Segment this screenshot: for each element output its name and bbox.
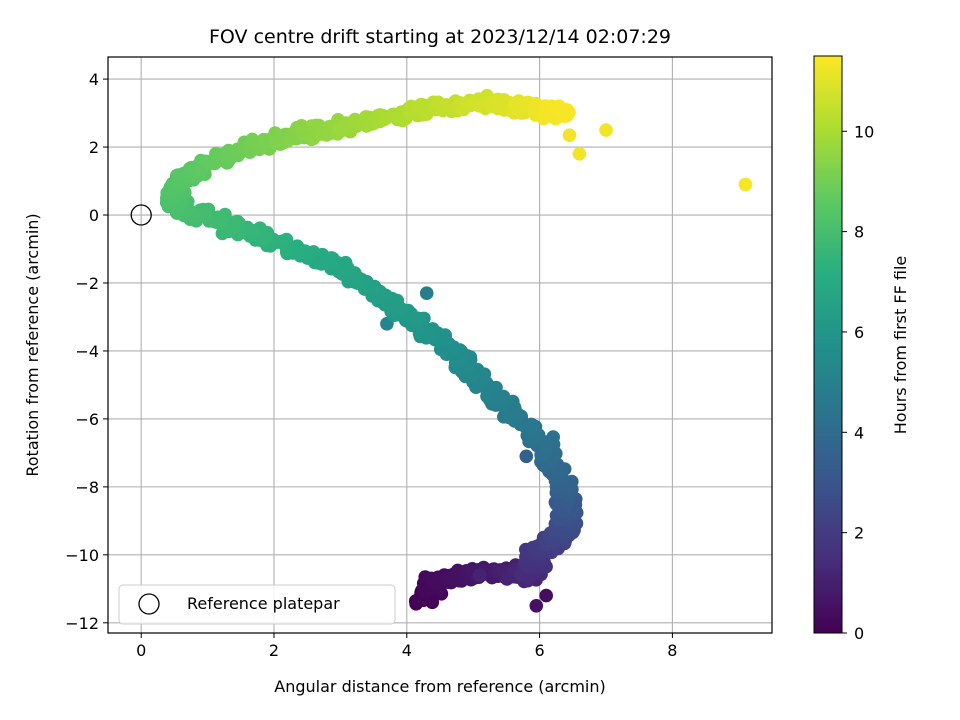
- data-point: [539, 100, 554, 114]
- y-tick-label: −2: [75, 274, 99, 293]
- legend-box: [118, 584, 396, 625]
- data-point: [294, 119, 309, 133]
- x-tick-label: 2: [269, 641, 279, 660]
- data-points: [159, 88, 753, 613]
- colorbar-tick-label: 0: [854, 624, 864, 643]
- data-point: [390, 293, 405, 308]
- colorbar: [813, 55, 843, 634]
- data-point: [529, 599, 544, 613]
- y-tick-label: −6: [75, 410, 99, 429]
- x-axis-label: Angular distance from reference (arcmin): [274, 677, 605, 696]
- legend-reference-marker: [138, 593, 160, 615]
- x-tick-label: 8: [667, 641, 677, 660]
- data-point: [419, 286, 434, 301]
- axis-ticks: 0 2 4 6 8 −12 −10 −8 −6 −4 −2 0 2 4: [65, 70, 677, 660]
- data-point: [572, 147, 587, 161]
- reference-marker-layer: [130, 204, 152, 226]
- y-tick-label: 2: [89, 138, 99, 157]
- data-point: [539, 588, 553, 603]
- data-point: [440, 98, 455, 112]
- colorbar-tick-label: 4: [854, 423, 864, 442]
- data-point: [508, 97, 523, 111]
- y-tick-label: −8: [75, 478, 99, 497]
- data-point: [562, 128, 577, 142]
- data-point: [445, 343, 460, 358]
- data-point: [738, 177, 753, 192]
- y-tick-label: −10: [65, 546, 99, 565]
- data-point: [279, 232, 294, 247]
- data-point: [424, 571, 439, 586]
- colorbar-tick-label: 6: [854, 323, 864, 342]
- data-point: [473, 568, 487, 582]
- colorbar-tick-label: 2: [854, 524, 864, 543]
- reference-platepar-marker: [130, 204, 152, 226]
- colorbar-tick-label: 10: [854, 122, 874, 141]
- y-tick-label: 0: [89, 206, 99, 225]
- x-tick-label: 4: [402, 641, 412, 660]
- data-point: [227, 215, 242, 230]
- colorbar-ticks: 0 2 4 6 8 10: [842, 122, 874, 643]
- chart-title: FOV centre drift starting at 2023/12/14 …: [209, 26, 671, 48]
- data-point: [553, 101, 568, 115]
- x-tick-label: 0: [136, 641, 146, 660]
- data-point: [171, 168, 185, 182]
- colorbar-label: Hours from first FF file: [891, 256, 910, 435]
- x-tick-label: 6: [535, 641, 545, 660]
- plot-frame: [107, 56, 773, 634]
- data-point: [519, 449, 534, 464]
- y-tick-label: −4: [75, 342, 99, 361]
- y-tick-label: −12: [65, 614, 99, 633]
- legend-entry-reference: Reference platepar: [187, 594, 340, 613]
- data-point: [599, 123, 613, 137]
- legend: Reference platepar: [118, 584, 396, 625]
- y-tick-label: 4: [89, 70, 99, 89]
- data-point: [472, 99, 487, 113]
- data-point: [336, 118, 351, 133]
- data-point: [496, 389, 511, 404]
- data-point: [526, 419, 541, 434]
- y-axis-label: Rotation from reference (arcmin): [23, 213, 42, 476]
- colorbar-tick-label: 8: [854, 223, 864, 242]
- data-point: [546, 430, 560, 444]
